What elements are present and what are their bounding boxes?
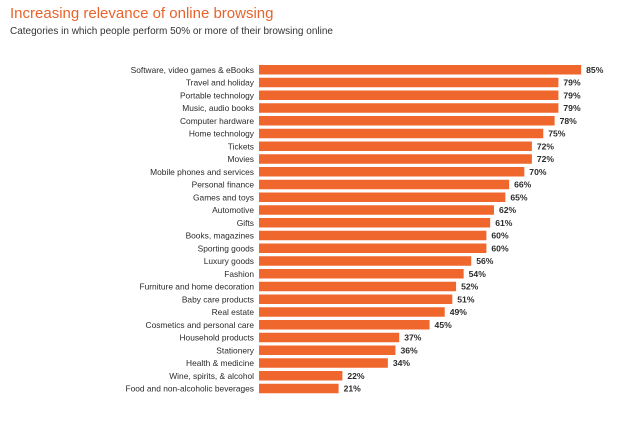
category-label: Music, audio books — [182, 103, 254, 113]
value-label: 51% — [457, 294, 475, 304]
category-label: Real estate — [212, 307, 255, 317]
category-label: Gifts — [237, 218, 254, 228]
category-label: Home technology — [189, 129, 255, 139]
category-label: Software, video games & eBooks — [131, 65, 254, 75]
bar — [259, 90, 559, 100]
bar — [259, 294, 453, 304]
bar — [259, 281, 457, 292]
value-label: 79% — [563, 90, 581, 100]
bar — [259, 65, 582, 75]
bar — [259, 167, 525, 177]
category-label: Games and toys — [193, 192, 254, 202]
bar — [259, 205, 494, 215]
bar — [259, 345, 396, 355]
value-label: 65% — [510, 192, 528, 202]
value-label: 70% — [529, 167, 547, 177]
category-label: Luxury goods — [204, 256, 254, 266]
value-label: 52% — [461, 282, 479, 292]
value-label: 22% — [347, 371, 365, 381]
bar — [259, 141, 532, 151]
bar — [259, 179, 510, 190]
bar — [259, 371, 343, 381]
value-label: 75% — [548, 129, 566, 139]
value-label: 21% — [344, 384, 362, 394]
bar — [259, 192, 506, 202]
value-label: 78% — [560, 116, 578, 126]
bar — [259, 243, 487, 253]
category-label: Movies — [227, 154, 254, 164]
value-label: 60% — [491, 243, 509, 253]
category-label: Fashion — [224, 269, 254, 279]
category-label: Tickets — [228, 141, 254, 151]
bars-group: Software, video games & eBooks 85% Travel … — [125, 65, 603, 394]
value-label: 36% — [400, 345, 418, 355]
value-label: 61% — [495, 218, 513, 228]
value-label: 56% — [476, 256, 494, 266]
bar — [259, 256, 472, 266]
category-label: Automotive — [212, 205, 254, 215]
category-label: Computer hardware — [180, 116, 254, 126]
category-label: Books, magazines — [186, 231, 254, 241]
value-label: 60% — [491, 231, 509, 241]
value-label: 79% — [563, 103, 581, 113]
category-label: Food and non-alcoholic beverages — [125, 384, 254, 394]
value-label: 37% — [404, 333, 422, 343]
bar — [259, 218, 491, 228]
bar — [259, 116, 555, 126]
category-label: Health & medicine — [186, 358, 254, 368]
bar — [259, 269, 464, 279]
value-label: 85% — [586, 65, 604, 75]
bar — [259, 77, 559, 88]
category-label: Furniture and home decoration — [139, 282, 254, 292]
category-label: Portable technology — [180, 90, 255, 100]
chart-title: Increasing relevance of online browsing — [10, 5, 274, 22]
bar — [259, 307, 445, 317]
category-label: Personal finance — [192, 180, 255, 190]
value-label: 54% — [469, 269, 487, 279]
value-label: 45% — [435, 320, 453, 330]
value-label: 66% — [514, 180, 532, 190]
value-label: 72% — [537, 141, 555, 151]
category-label: Wine, spirits, & alcohol — [169, 371, 254, 381]
category-label: Stationery — [216, 345, 255, 355]
value-label: 49% — [450, 307, 468, 317]
category-label: Household products — [180, 333, 255, 343]
chart-subtitle: Categories in which people perform 50% o… — [10, 26, 333, 37]
value-label: 34% — [393, 358, 411, 368]
category-label: Mobile phones and services — [150, 167, 254, 177]
value-label: 72% — [537, 154, 555, 164]
bar — [259, 154, 532, 164]
bar — [259, 383, 339, 394]
bar — [259, 320, 430, 330]
bar — [259, 332, 400, 343]
category-label: Sporting goods — [198, 243, 254, 253]
bar — [259, 230, 487, 241]
bar — [259, 358, 388, 368]
value-label: 79% — [563, 78, 581, 88]
bar — [259, 128, 544, 139]
value-label: 62% — [499, 205, 517, 215]
category-label: Baby care products — [182, 294, 254, 304]
category-label: Cosmetics and personal care — [146, 320, 255, 330]
bar — [259, 103, 559, 113]
category-label: Travel and holiday — [186, 78, 255, 88]
